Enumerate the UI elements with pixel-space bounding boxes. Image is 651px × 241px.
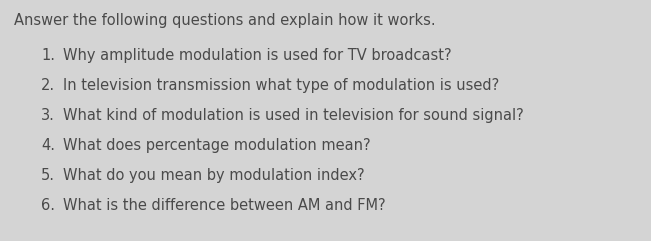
Text: What does percentage modulation mean?: What does percentage modulation mean? xyxy=(63,138,370,153)
Text: 2.: 2. xyxy=(41,78,55,93)
Text: What do you mean by modulation index?: What do you mean by modulation index? xyxy=(63,168,365,183)
Text: 1.: 1. xyxy=(41,48,55,63)
Text: Why amplitude modulation is used for TV broadcast?: Why amplitude modulation is used for TV … xyxy=(63,48,452,63)
Text: 4.: 4. xyxy=(41,138,55,153)
Text: Answer the following questions and explain how it works.: Answer the following questions and expla… xyxy=(14,13,436,28)
Text: 6.: 6. xyxy=(41,198,55,213)
Text: 5.: 5. xyxy=(41,168,55,183)
Text: In television transmission what type of modulation is used?: In television transmission what type of … xyxy=(63,78,499,93)
Text: 3.: 3. xyxy=(41,108,55,123)
Text: What kind of modulation is used in television for sound signal?: What kind of modulation is used in telev… xyxy=(63,108,524,123)
Text: What is the difference between AM and FM?: What is the difference between AM and FM… xyxy=(63,198,385,213)
